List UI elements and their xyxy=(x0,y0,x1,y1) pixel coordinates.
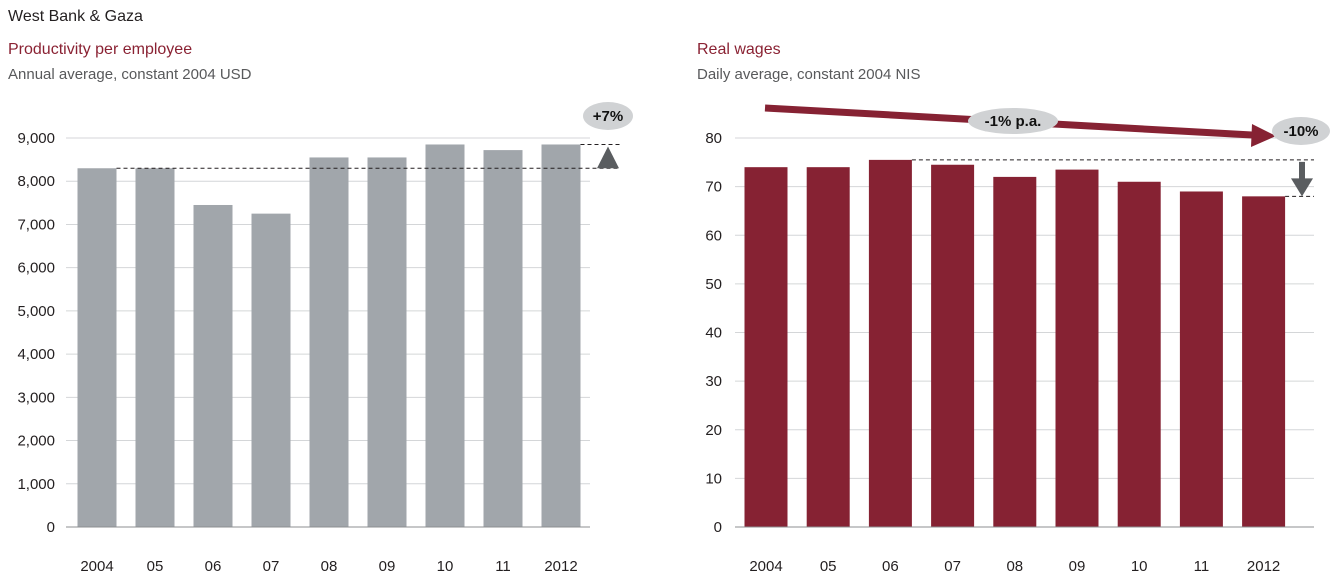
wages-callout-label: -10% xyxy=(1283,123,1318,140)
wages-x-tick-label: 08 xyxy=(1006,558,1023,574)
productivity-bar xyxy=(541,144,581,527)
wages-x-tick-label: 07 xyxy=(944,558,961,574)
wages-trend-arrow-icon xyxy=(1251,124,1276,147)
wages-x-tick-label: 11 xyxy=(1194,558,1210,574)
productivity-y-tick-label: 8,000 xyxy=(17,173,55,190)
wages-chart-title: Real wages xyxy=(697,41,781,58)
productivity-bar xyxy=(193,204,233,527)
productivity-x-tick-label: 06 xyxy=(205,558,222,574)
wages-bar xyxy=(993,176,1037,527)
productivity-y-tick-label: 2,000 xyxy=(17,433,55,450)
wages-bar xyxy=(931,164,975,527)
productivity-y-tick-label: 7,000 xyxy=(17,216,55,233)
productivity-y-tick-label: 4,000 xyxy=(17,346,55,363)
wages-y-tick-label: 20 xyxy=(705,422,722,439)
productivity-y-tick-label: 0 xyxy=(47,519,55,536)
wages-callout-badge xyxy=(1272,117,1330,145)
productivity-x-tick-label: 2004 xyxy=(80,558,113,574)
wages-trend-badge xyxy=(968,108,1058,134)
wages-x-tick-label: 2004 xyxy=(749,558,782,574)
wages-bar xyxy=(1179,191,1223,528)
productivity-x-tick-label: 11 xyxy=(495,558,511,574)
wages-x-tick-label: 05 xyxy=(820,558,837,574)
wages-y-tick-label: 0 xyxy=(714,519,722,536)
wages-y-tick-label: 80 xyxy=(705,130,722,147)
wages-bar xyxy=(744,167,788,528)
wages-chart: 0 10 20 30 40 50 60 70 80 2004 05 06 07 08 09 10 11 2012 -… xyxy=(705,104,1330,574)
productivity-x-tick-label: 07 xyxy=(263,558,280,574)
wages-y-tick-label: 60 xyxy=(705,227,722,244)
productivity-bar xyxy=(251,213,291,527)
productivity-chart: 0 1,000 2,000 3,000 4,000 5,000 6,000 7,000 8,00… xyxy=(17,102,633,574)
productivity-x-tick-label: 09 xyxy=(379,558,396,574)
wages-trend-label: -1% p.a. xyxy=(985,113,1042,130)
productivity-y-tick-label: 5,000 xyxy=(17,303,55,320)
productivity-y-tick-label: 9,000 xyxy=(17,130,55,147)
wages-bar xyxy=(806,167,850,528)
wages-y-tick-label: 50 xyxy=(705,276,722,293)
wages-bar xyxy=(1117,181,1161,527)
wages-y-tick-label: 30 xyxy=(705,373,722,390)
wages-y-tick-label: 10 xyxy=(705,470,722,487)
wages-y-tick-label: 40 xyxy=(705,325,722,342)
productivity-callout-badge xyxy=(583,102,633,130)
wages-bar xyxy=(868,159,912,527)
wages-x-tick-label: 2012 xyxy=(1247,558,1280,574)
productivity-bar xyxy=(135,168,175,527)
productivity-bar xyxy=(309,157,349,527)
productivity-bar xyxy=(483,150,523,527)
productivity-bar xyxy=(425,144,465,527)
wages-bar xyxy=(1242,196,1286,527)
productivity-x-tick-label: 08 xyxy=(321,558,338,574)
productivity-bar xyxy=(367,157,407,527)
productivity-chart-subtitle: Annual average, constant 2004 USD xyxy=(8,66,252,83)
wages-chart-subtitle: Daily average, constant 2004 NIS xyxy=(697,66,921,83)
wages-bar xyxy=(1055,169,1099,527)
productivity-increase-arrow-icon xyxy=(597,146,619,169)
productivity-x-tick-label: 10 xyxy=(437,558,454,574)
productivity-y-tick-label: 3,000 xyxy=(17,389,55,406)
productivity-chart-title: Productivity per employee xyxy=(8,41,193,58)
productivity-bar xyxy=(77,168,117,527)
productivity-y-tick-label: 6,000 xyxy=(17,260,55,277)
wages-y-tick-label: 70 xyxy=(705,179,722,196)
productivity-x-tick-label: 2012 xyxy=(544,558,577,574)
wages-x-tick-label: 10 xyxy=(1131,558,1148,574)
productivity-callout-label: +7% xyxy=(593,108,623,125)
page-title: West Bank & Gaza xyxy=(8,8,143,25)
wages-x-tick-label: 09 xyxy=(1069,558,1086,574)
productivity-y-tick-label: 1,000 xyxy=(17,476,55,493)
productivity-x-tick-label: 05 xyxy=(147,558,164,574)
wages-decrease-arrow-icon xyxy=(1291,178,1313,197)
wages-x-tick-label: 06 xyxy=(882,558,899,574)
